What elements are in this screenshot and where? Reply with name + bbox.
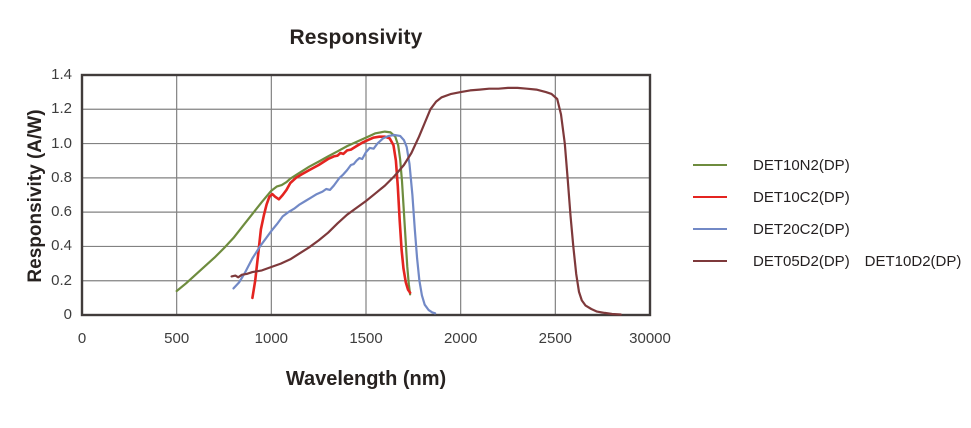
legend-label: DET20C2(DP)	[753, 220, 850, 238]
y-axis-title: Responsivity (A/W)	[25, 109, 46, 283]
series-det10c2-dp-	[251, 135, 412, 300]
x-tick-label: 1000	[254, 330, 289, 347]
legend-item: DET10C2(DP)	[693, 181, 961, 213]
plot-border	[80, 73, 652, 317]
series-det05d2-dp-det10d2-dp-	[230, 86, 622, 316]
legend-line-swatch	[693, 164, 727, 166]
y-tick-label: 0.4	[51, 237, 72, 255]
y-tick-label: 0.6	[51, 203, 72, 221]
legend: DET10N2(DP) DET10C2(DP) DET20C2(DP) DET0…	[693, 149, 961, 277]
legend-label: DET10N2(DP)	[753, 156, 850, 174]
series-det10n2-dp-	[175, 130, 412, 296]
series-det20c2-dp-	[232, 133, 437, 315]
chart-title: Responsivity	[289, 26, 423, 49]
x-tick-label: 0	[77, 330, 87, 347]
x-tick-label: 500	[164, 330, 190, 347]
x-tick-label: 30000	[629, 330, 671, 347]
x-tick-label: 2500	[538, 330, 573, 347]
x-tick-label: 1500	[349, 330, 383, 347]
legend-line-swatch	[693, 260, 727, 262]
y-tick-label: 0	[63, 306, 72, 323]
y-tick-label: 0.8	[51, 168, 72, 186]
legend-item: DET05D2(DP) DET10D2(DP)	[693, 245, 961, 277]
x-tick-label: 2000	[443, 330, 478, 347]
legend-line-swatch	[693, 228, 727, 230]
y-tick-label: 1.4	[51, 66, 72, 83]
legend-label: DET05D2(DP) DET10D2(DP)	[753, 252, 962, 270]
y-tick-label: 1.2	[51, 100, 72, 118]
x-axis-title: Wavelength (nm)	[285, 368, 447, 390]
legend-label: DET10C2(DP)	[753, 188, 850, 206]
legend-line-swatch	[693, 196, 727, 198]
y-tick-label: 1.0	[51, 134, 72, 152]
y-tick-label: 0.2	[51, 271, 72, 289]
legend-item: DET20C2(DP)	[693, 213, 961, 245]
legend-item: DET10N2(DP)	[693, 149, 961, 181]
